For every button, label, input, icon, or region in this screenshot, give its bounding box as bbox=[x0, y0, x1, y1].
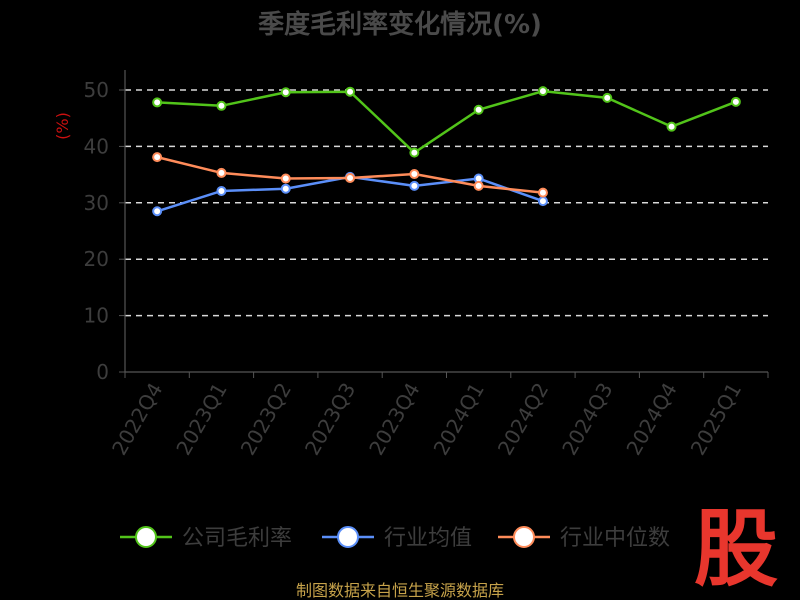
data-point[interactable] bbox=[152, 97, 163, 108]
data-point[interactable] bbox=[730, 96, 741, 107]
x-tick-label: 2024Q2 bbox=[493, 379, 553, 460]
x-tick-label: 2022Q4 bbox=[107, 379, 167, 460]
series-0 bbox=[152, 86, 741, 158]
data-point[interactable] bbox=[537, 196, 548, 207]
grid-lines bbox=[125, 89, 768, 317]
x-tick-label: 2024Q3 bbox=[557, 379, 617, 460]
chart-title: 季度毛利率变化情况(%) bbox=[258, 9, 542, 40]
legend-marker bbox=[513, 526, 535, 548]
x-tick-label: 2024Q4 bbox=[621, 379, 681, 460]
x-tick-label: 2023Q2 bbox=[236, 379, 296, 460]
legend[interactable]: 公司毛利率 行业均值 行业中位数 bbox=[120, 526, 670, 551]
data-point[interactable] bbox=[345, 86, 356, 97]
y-tick-label: 10 bbox=[84, 304, 109, 328]
data-point[interactable] bbox=[152, 152, 163, 163]
data-point[interactable] bbox=[280, 173, 291, 184]
legend-item-1[interactable]: 行业均值 bbox=[322, 526, 472, 551]
y-tick-label: 20 bbox=[84, 247, 109, 271]
y-axis-label: (%) bbox=[53, 112, 72, 140]
data-point[interactable] bbox=[409, 147, 420, 158]
data-point[interactable] bbox=[280, 183, 291, 194]
brand-logo: 股 bbox=[694, 500, 778, 598]
data-point[interactable] bbox=[216, 185, 227, 196]
data-point[interactable] bbox=[473, 180, 484, 191]
y-tick-labels: 0 10 20 30 40 50 bbox=[84, 78, 125, 384]
y-tick-label: 50 bbox=[84, 78, 109, 102]
legend-label: 行业均值 bbox=[384, 526, 472, 551]
data-point[interactable] bbox=[216, 100, 227, 111]
y-tick-label: 30 bbox=[84, 191, 109, 215]
data-point[interactable] bbox=[216, 167, 227, 178]
data-point[interactable] bbox=[409, 169, 420, 180]
legend-marker bbox=[135, 526, 157, 548]
series-group bbox=[152, 86, 741, 217]
y-tick-label: 40 bbox=[84, 134, 109, 158]
data-point[interactable] bbox=[602, 92, 613, 103]
data-point[interactable] bbox=[152, 206, 163, 217]
legend-label: 公司毛利率 bbox=[182, 526, 292, 551]
data-point[interactable] bbox=[537, 86, 548, 97]
axes bbox=[124, 70, 768, 373]
x-tick-label: 2024Q1 bbox=[429, 379, 489, 460]
data-point[interactable] bbox=[345, 172, 356, 183]
series-line bbox=[157, 89, 737, 155]
data-point[interactable] bbox=[473, 104, 484, 115]
x-tick-label: 2023Q3 bbox=[300, 379, 360, 460]
data-point[interactable] bbox=[409, 180, 420, 191]
x-tick-labels: 2022Q4 2023Q1 2023Q2 2023Q3 2023Q4 2024Q1 2024… bbox=[107, 372, 769, 460]
legend-label: 行业中位数 bbox=[560, 526, 670, 551]
data-point[interactable] bbox=[280, 87, 291, 98]
x-tick-label: 2023Q1 bbox=[171, 379, 231, 460]
legend-item-0[interactable]: 公司毛利率 bbox=[120, 526, 292, 551]
data-point[interactable] bbox=[666, 121, 677, 132]
source-note: 制图数据来自恒生聚源数据库 bbox=[296, 581, 504, 600]
x-tick-label: 2025Q1 bbox=[686, 379, 746, 460]
x-tick-label: 2023Q4 bbox=[364, 379, 424, 460]
legend-marker bbox=[337, 526, 359, 548]
data-point[interactable] bbox=[537, 187, 548, 198]
y-tick-label: 0 bbox=[96, 360, 109, 384]
series-2 bbox=[152, 152, 548, 198]
legend-item-2[interactable]: 行业中位数 bbox=[498, 526, 670, 551]
